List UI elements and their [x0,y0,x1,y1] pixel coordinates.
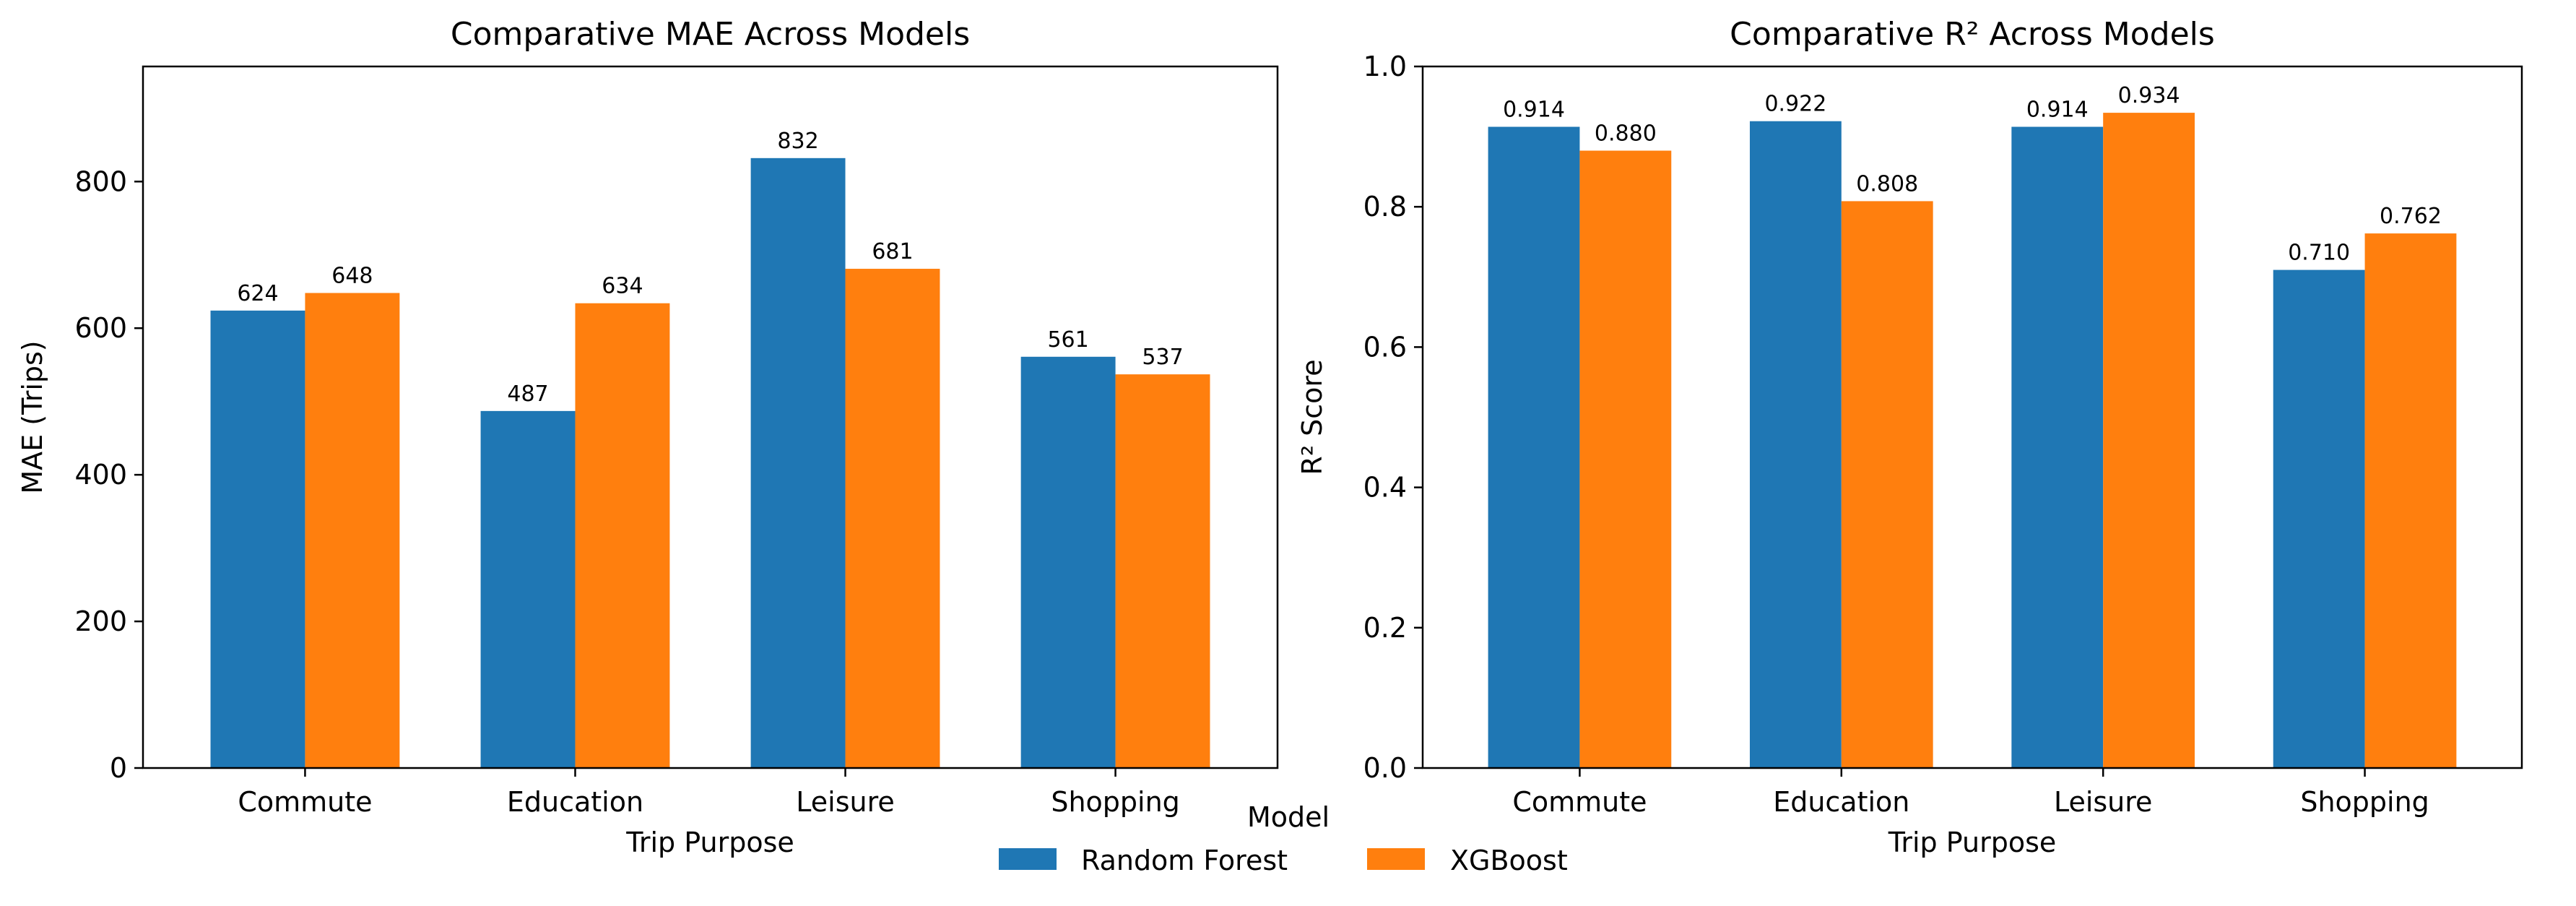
r2-y-tick-label: 0.2 [1363,612,1407,644]
r2-bar-random-forest-education [1749,121,1842,768]
r2-bar-xgboost-shopping [2364,233,2457,768]
r2-bar-random-forest-leisure [2011,126,2104,769]
mae-y-tick-label: 200 [74,605,127,637]
r2-x-tick-label-commute: Commute [1512,786,1647,818]
legend: Model Random Forest XGBoost [999,801,1568,876]
legend-title: Model [1247,801,1330,833]
r2-y-tick-label: 1.0 [1363,51,1407,82]
r2-bar-random-forest-shopping [2273,269,2365,769]
r2-x-tick-label-leisure: Leisure [2054,786,2153,818]
mae-bar-xgboost-education [575,303,670,768]
mae-bar-label-random-forest-education: 487 [507,381,548,407]
mae-bar-xgboost-shopping [1115,374,1210,768]
r2-y-tick-label: 0.0 [1363,752,1407,784]
legend-label-xgboost: XGBoost [1450,845,1568,876]
mae-bar-label-xgboost-commute: 648 [331,264,373,289]
mae-y-tick-label: 600 [74,312,127,344]
mae-chart-title: Comparative MAE Across Models [451,16,970,53]
legend-swatch-xgboost [1367,848,1425,870]
mae-y-tick-label: 400 [74,459,127,491]
mae-bar-label-random-forest-commute: 624 [237,281,278,306]
r2-x-tick-label-shopping: Shopping [2300,786,2429,818]
mae-chart-panel: 624 487 832 561 648 634 681 537 0 200 400 600 800 Com… [17,16,1279,858]
r2-y-tick-label: 0.6 [1363,331,1407,363]
mae-y-axis-label: MAE (Trips) [17,340,48,493]
mae-x-tick-label-commute: Commute [238,786,372,818]
r2-bar-xgboost-leisure [2103,113,2195,768]
r2-x-axis-label: Trip Purpose [1888,827,2057,858]
r2-chart-panel: 0.914 0.922 0.914 0.710 0.880 0.808 0.934 0.762… [1296,16,2523,858]
r2-y-axis-label: R² Score [1296,359,1328,475]
mae-bar-label-random-forest-leisure: 832 [777,129,818,154]
r2-bar-label-xgboost-shopping: 0.762 [2380,204,2442,229]
r2-bar-label-random-forest-leisure: 0.914 [2026,98,2089,123]
legend-swatch-random-forest [999,848,1057,870]
mae-bar-label-xgboost-leisure: 681 [872,239,913,264]
r2-bar-random-forest-commute [1488,126,1580,769]
mae-y-tick-label: 800 [74,165,127,197]
r2-bar-label-random-forest-shopping: 0.710 [2288,241,2350,266]
r2-bar-xgboost-education [1841,201,1933,768]
r2-bar-label-random-forest-education: 0.922 [1764,92,1826,117]
r2-chart-title: Comparative R² Across Models [1730,16,2215,53]
mae-bar-label-xgboost-shopping: 537 [1142,345,1183,370]
mae-x-tick-label-leisure: Leisure [796,786,895,818]
mae-bar-label-random-forest-shopping: 561 [1047,327,1088,353]
r2-bar-label-xgboost-leisure: 0.934 [2118,83,2180,108]
r2-y-tick-label: 0.4 [1363,472,1407,504]
mae-x-tick-label-shopping: Shopping [1051,786,1179,818]
mae-bar-random-forest-shopping [1020,356,1116,768]
mae-y-tick-label: 0 [110,752,127,784]
r2-bar-label-xgboost-education: 0.808 [1856,171,1918,197]
r2-y-tick-label: 0.8 [1363,191,1407,223]
r2-plot-frame [1421,65,2523,769]
mae-plot-frame [142,65,1279,769]
mae-bar-random-forest-leisure [750,158,846,769]
mae-x-tick-label-education: Education [507,786,643,818]
mae-bar-random-forest-education [480,410,576,768]
r2-bar-xgboost-commute [1579,150,1672,768]
mae-x-axis-label: Trip Purpose [625,827,794,858]
r2-x-tick-label-education: Education [1773,786,1909,818]
r2-bar-label-random-forest-commute: 0.914 [1503,98,1565,123]
mae-bar-random-forest-commute [210,310,305,768]
legend-label-random-forest: Random Forest [1081,845,1288,876]
mae-bar-label-xgboost-education: 634 [602,274,643,299]
mae-bar-xgboost-commute [305,293,400,768]
r2-bar-label-xgboost-commute: 0.880 [1595,121,1657,147]
mae-bar-xgboost-leisure [845,269,940,769]
